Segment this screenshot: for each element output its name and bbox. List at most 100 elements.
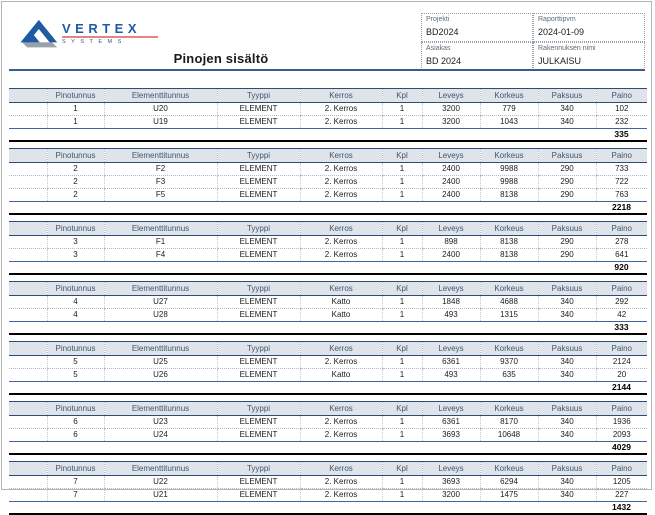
data-cell: 5 — [46, 355, 104, 369]
data-cell: 4 — [46, 308, 104, 322]
data-cell: F1 — [103, 235, 217, 249]
data-cell: 763 — [595, 188, 647, 202]
header-cell: Elementtitunnus — [103, 341, 217, 356]
data-cell: 641 — [595, 248, 647, 262]
header-cell: Leveys — [421, 341, 480, 356]
data-cell: 2400 — [421, 188, 480, 202]
data-cell: F4 — [103, 248, 217, 262]
table-header-row: Pinotunnus Elementtitunnus Tyyppi Kerros Kpl… — [9, 281, 647, 296]
spacer-cell — [9, 248, 47, 262]
spacer-cell — [9, 202, 596, 215]
data-cell: 10648 — [479, 428, 538, 442]
data-cell: 1 — [46, 102, 104, 116]
data-cell: 2. Kerros — [299, 355, 382, 369]
header-cell: Kerros — [299, 281, 382, 296]
pile-table: Pinotunnus Elementtitunnus Tyyppi Kerros Kpl… — [9, 221, 647, 275]
brand-name: VERTEX — [62, 21, 142, 36]
data-cell: 1 — [381, 475, 422, 489]
table-row: 6 U24 ELEMENT 2. Kerros 1 3693 10648 340 2093 — [9, 428, 647, 442]
spacer-cell — [9, 401, 47, 416]
data-cell: 1 — [381, 428, 422, 442]
data-cell: 493 — [421, 308, 480, 322]
data-cell: Katto — [299, 308, 382, 322]
data-cell: 3200 — [421, 488, 480, 502]
data-cell: 6 — [46, 428, 104, 442]
data-cell: F5 — [103, 188, 217, 202]
header-cell: Korkeus — [479, 341, 538, 356]
data-cell: 3200 — [421, 115, 480, 129]
header-cell: Pinotunnus — [46, 221, 104, 236]
spacer-cell — [9, 461, 47, 476]
data-cell: 3 — [46, 248, 104, 262]
data-cell: 1043 — [479, 115, 538, 129]
data-cell: 722 — [595, 175, 647, 189]
spacer-cell — [9, 341, 47, 356]
data-cell: 733 — [595, 162, 647, 176]
data-cell: ELEMENT — [216, 355, 300, 369]
table-row: 7 U22 ELEMENT 2. Kerros 1 3693 6294 340 1205 — [9, 475, 647, 489]
data-cell: 340 — [537, 102, 596, 116]
data-cell: U23 — [103, 415, 217, 429]
table-row: 1 U20 ELEMENT 2. Kerros 1 3200 779 340 102 — [9, 102, 647, 116]
data-cell: 2. Kerros — [299, 175, 382, 189]
header-cell: Paino — [595, 401, 647, 416]
data-cell: ELEMENT — [216, 188, 300, 202]
info-field-value: BD2024 — [426, 27, 459, 37]
header-cell: Kpl — [381, 341, 422, 356]
header-cell: Pinotunnus — [46, 401, 104, 416]
spacer-cell — [9, 322, 596, 335]
table-header-row: Pinotunnus Elementtitunnus Tyyppi Kerros Kpl… — [9, 461, 647, 476]
total-weight: 333 — [614, 322, 629, 332]
data-cell: 2124 — [595, 355, 647, 369]
data-cell: U21 — [103, 488, 217, 502]
data-cell: ELEMENT — [216, 162, 300, 176]
info-field-label: Projekti — [426, 16, 450, 23]
header-cell: Elementtitunnus — [103, 221, 217, 236]
data-cell: 2. Kerros — [299, 162, 382, 176]
header-divider — [9, 69, 645, 71]
table-row: 2 F2 ELEMENT 2. Kerros 1 2400 9988 290 733 — [9, 162, 647, 176]
table-header-row: Pinotunnus Elementtitunnus Tyyppi Kerros Kpl… — [9, 148, 647, 163]
data-cell: 102 — [595, 102, 647, 116]
data-cell: ELEMENT — [216, 308, 300, 322]
header-cell: Kerros — [299, 461, 382, 476]
data-cell: 2. Kerros — [299, 488, 382, 502]
data-cell: 1 — [381, 248, 422, 262]
total-row: 2218 — [9, 202, 647, 215]
data-cell: 8138 — [479, 188, 538, 202]
table-row: 6 U23 ELEMENT 2. Kerros 1 6361 8170 340 1936 — [9, 415, 647, 429]
spacer-cell — [9, 475, 47, 489]
data-cell: 340 — [537, 428, 596, 442]
data-cell: 6361 — [421, 355, 480, 369]
header-cell: Elementtitunnus — [103, 88, 217, 103]
data-cell: U20 — [103, 102, 217, 116]
data-cell: 2093 — [595, 428, 647, 442]
total-row: 333 — [9, 322, 647, 335]
header-cell: Paksuus — [537, 148, 596, 163]
total-row: 4029 — [9, 442, 647, 455]
header-cell: Elementtitunnus — [103, 148, 217, 163]
spacer-cell — [9, 188, 47, 202]
header-cell: Elementtitunnus — [103, 281, 217, 296]
data-cell: F3 — [103, 175, 217, 189]
total-weight: 335 — [614, 129, 629, 139]
header-cell: Korkeus — [479, 88, 538, 103]
header-cell: Kerros — [299, 221, 382, 236]
data-cell: 290 — [537, 175, 596, 189]
header-cell: Paksuus — [537, 461, 596, 476]
spacer-cell — [9, 221, 47, 236]
data-cell: 2. Kerros — [299, 188, 382, 202]
header-cell: Kpl — [381, 281, 422, 296]
brand-subtitle: SYSTEMS — [62, 39, 127, 45]
header-cell: Tyyppi — [216, 401, 300, 416]
spacer-cell — [9, 148, 47, 163]
data-cell: 635 — [479, 368, 538, 382]
header-cell: Kerros — [299, 88, 382, 103]
spacer-cell — [9, 235, 47, 249]
header-cell: Tyyppi — [216, 461, 300, 476]
header-cell: Paino — [595, 461, 647, 476]
header-cell: Korkeus — [479, 401, 538, 416]
data-cell: 779 — [479, 102, 538, 116]
header-cell: Kpl — [381, 401, 422, 416]
data-cell: Katto — [299, 295, 382, 309]
